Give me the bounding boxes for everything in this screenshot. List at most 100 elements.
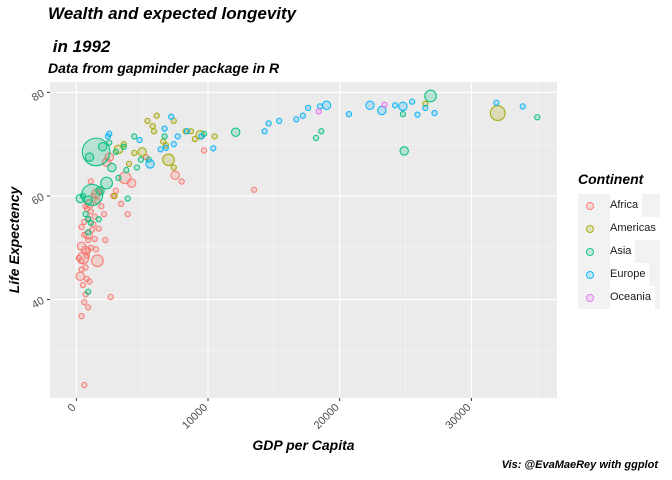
data-point-europe bbox=[299, 112, 306, 119]
data-point-europe bbox=[422, 104, 429, 112]
data-point-africa bbox=[124, 210, 131, 218]
data-point-europe bbox=[136, 136, 143, 144]
chart-caption: Vis: @EvaMaeRey with ggplot bbox=[501, 459, 658, 471]
data-point-africa bbox=[90, 192, 97, 200]
data-point-europe bbox=[162, 144, 170, 151]
data-point-europe bbox=[365, 100, 375, 111]
data-point-africa bbox=[170, 170, 180, 180]
data-point-africa bbox=[87, 244, 94, 251]
plot-panel bbox=[50, 82, 557, 398]
data-point-africa bbox=[83, 252, 91, 259]
x-axis-title: GDP per Capita bbox=[252, 437, 354, 453]
data-point-europe bbox=[157, 146, 164, 153]
data-point-asia bbox=[85, 229, 92, 236]
data-point-asia bbox=[133, 164, 141, 171]
data-point-africa bbox=[83, 205, 91, 213]
x-tick-label: 0 bbox=[66, 402, 79, 415]
legend-label: Oceania bbox=[610, 286, 655, 309]
data-point-europe bbox=[168, 113, 175, 120]
legend-label: Americas bbox=[610, 217, 660, 240]
data-point-africa bbox=[100, 210, 108, 218]
x-tick-label: 20000 bbox=[312, 402, 342, 432]
legend-key bbox=[581, 243, 598, 260]
legend-item-africa: Africa bbox=[578, 194, 660, 217]
data-point-americas bbox=[131, 149, 138, 157]
legend-key bbox=[581, 197, 598, 214]
data-point-europe bbox=[304, 104, 312, 112]
legend-item-europe: Europe bbox=[578, 263, 660, 286]
data-point-africa bbox=[200, 147, 208, 154]
data-point-americas bbox=[191, 135, 199, 143]
data-point-africa bbox=[87, 178, 94, 185]
data-point-europe bbox=[183, 128, 191, 135]
data-point-asia bbox=[120, 143, 127, 150]
data-point-europe bbox=[316, 103, 324, 110]
data-point-asia bbox=[124, 195, 131, 202]
data-point-europe bbox=[519, 103, 526, 110]
chart-subtitle: Data from gapminder package in R bbox=[48, 60, 280, 76]
legend-label: Europe bbox=[610, 263, 650, 286]
x-tick-label: 30000 bbox=[443, 402, 473, 432]
data-point-africa bbox=[91, 254, 104, 268]
legend-label: Asia bbox=[610, 240, 636, 263]
data-point-europe bbox=[261, 128, 268, 135]
data-point-africa bbox=[85, 304, 92, 311]
legend-marker bbox=[585, 224, 594, 233]
legend-key bbox=[581, 289, 598, 306]
data-point-asia bbox=[84, 152, 95, 162]
data-point-americas bbox=[137, 147, 147, 157]
data-point-asia bbox=[97, 142, 108, 152]
data-point-americas bbox=[125, 160, 133, 167]
data-point-asia bbox=[131, 133, 138, 140]
data-point-africa bbox=[112, 187, 119, 194]
legend-item-americas: Americas bbox=[578, 217, 660, 240]
chart-title-line-2: in 1992 bbox=[48, 37, 111, 56]
data-point-europe bbox=[198, 133, 205, 140]
data-point-africa bbox=[92, 246, 100, 253]
legend-item-asia: Asia bbox=[578, 240, 660, 263]
data-point-oceania bbox=[381, 101, 388, 108]
legend-marker bbox=[585, 270, 594, 279]
data-point-asia bbox=[95, 216, 102, 223]
data-point-europe bbox=[345, 110, 353, 118]
legend-title: Continent bbox=[578, 171, 644, 187]
data-point-africa bbox=[75, 254, 83, 262]
data-point-asia bbox=[115, 174, 122, 181]
data-point-asia bbox=[312, 134, 320, 142]
data-point-africa bbox=[107, 293, 114, 301]
data-point-asia bbox=[318, 128, 325, 135]
legend-key bbox=[581, 220, 598, 237]
data-point-africa bbox=[75, 271, 86, 282]
data-point-asia bbox=[123, 166, 130, 174]
data-point-americas bbox=[211, 133, 218, 140]
data-point-africa bbox=[78, 223, 85, 231]
data-point-asia bbox=[75, 193, 86, 204]
chart-title-line-1: Wealth and expected longevity bbox=[48, 4, 297, 23]
data-point-americas bbox=[144, 117, 151, 125]
data-point-europe bbox=[210, 145, 217, 152]
data-point-americas bbox=[162, 153, 175, 167]
data-point-asia bbox=[82, 210, 89, 218]
legend-key bbox=[581, 266, 598, 283]
data-point-asia bbox=[534, 114, 541, 121]
data-point-asia bbox=[81, 137, 111, 167]
data-point-africa bbox=[102, 236, 109, 244]
data-point-oceania bbox=[315, 108, 322, 115]
y-axis-title: Life Expectency bbox=[6, 185, 22, 293]
data-point-europe bbox=[275, 117, 283, 125]
data-point-americas bbox=[149, 122, 156, 130]
data-point-europe bbox=[265, 120, 272, 127]
data-point-africa bbox=[81, 381, 88, 389]
data-point-asia bbox=[87, 219, 94, 227]
data-point-asia bbox=[399, 146, 409, 156]
data-point-asia bbox=[161, 133, 168, 140]
data-point-americas bbox=[153, 112, 160, 119]
data-point-africa bbox=[79, 281, 87, 289]
data-point-europe bbox=[398, 101, 408, 112]
data-point-africa bbox=[85, 236, 92, 244]
data-point-europe bbox=[431, 109, 438, 117]
data-point-americas bbox=[170, 164, 177, 171]
data-point-americas bbox=[489, 105, 506, 122]
data-point-europe bbox=[174, 133, 181, 140]
